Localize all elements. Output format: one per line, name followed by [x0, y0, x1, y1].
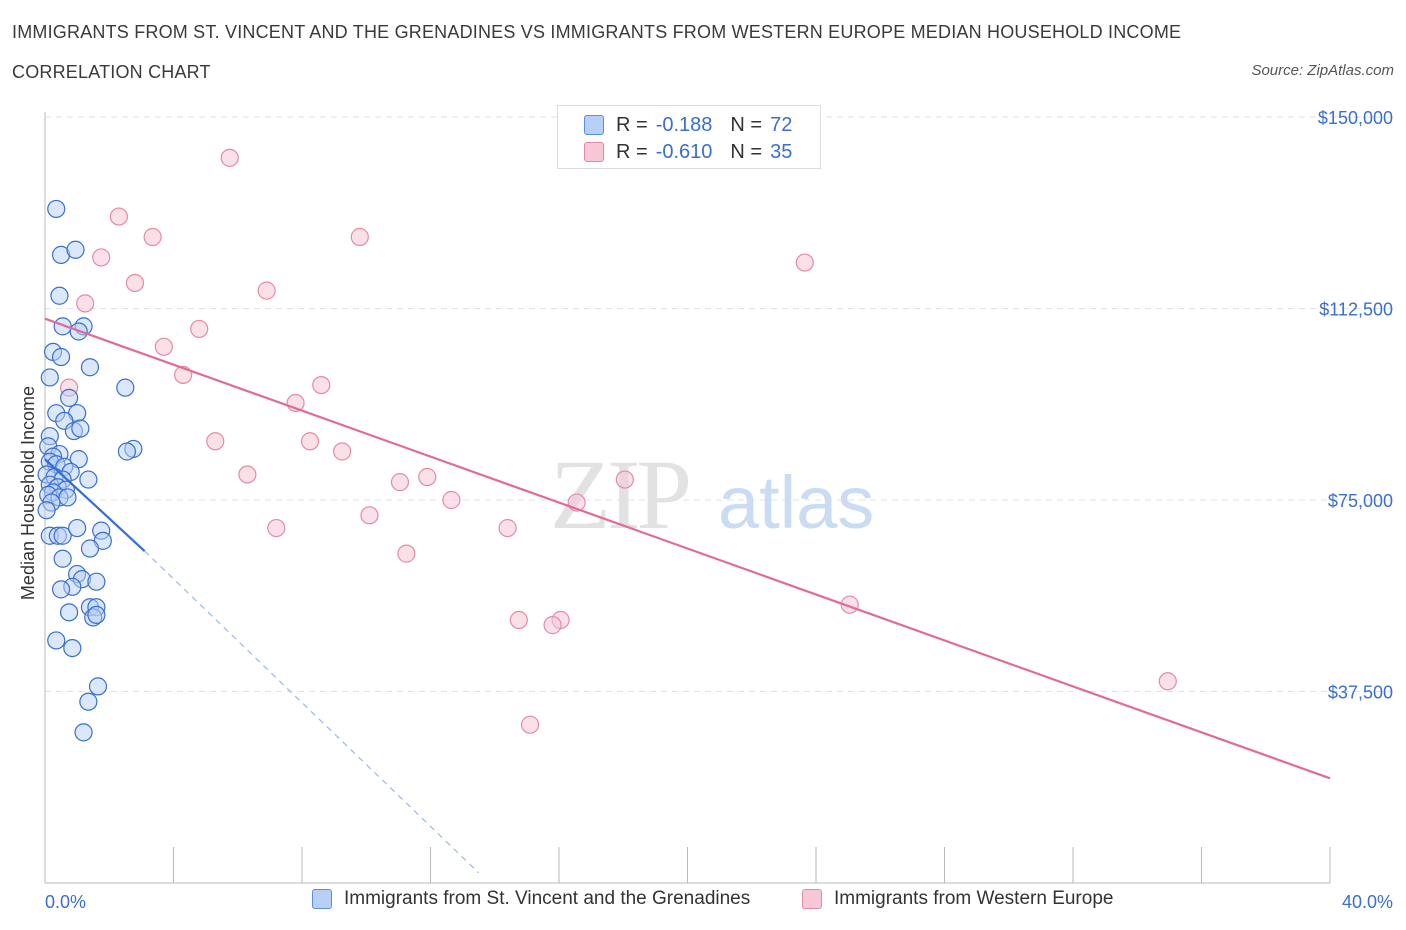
western-europe-point-18: [238, 465, 257, 484]
st-vincent-point-63: [79, 692, 98, 711]
western-europe-point-2: [143, 227, 162, 247]
st-vincent-point-49: [53, 549, 72, 568]
western-europe-trend-line: [44, 317, 1331, 780]
series-st-vincent-points: [37, 199, 143, 742]
st-vincent-point-57: [59, 603, 79, 622]
source-credit: Source: ZipAtlas.com: [1251, 62, 1394, 79]
western-europe-point-0: [220, 148, 239, 167]
y-tick-label-2: $112,500: [1319, 300, 1393, 320]
western-europe-point-3: [350, 227, 369, 247]
trend-lines: [44, 317, 1331, 874]
st-vincent-point-52: [87, 572, 106, 591]
western-europe-point-7: [257, 281, 276, 300]
watermark-atlas: atlas: [718, 461, 874, 544]
st-vincent-trend-line: [44, 458, 146, 552]
legend-r-label: R =: [616, 113, 648, 136]
legend-r-label: R =: [616, 140, 648, 163]
st-vincent-point-54: [51, 580, 71, 599]
legend-r-value-1: -0.188: [655, 113, 713, 136]
western-europe-point-32: [1158, 672, 1177, 691]
st-vincent-point-44: [53, 526, 72, 545]
western-europe-point-33: [520, 715, 540, 734]
st-vincent-point-48: [80, 539, 100, 558]
stats-legend: R = -0.188 N = 72 R = -0.610 N = 35: [557, 105, 821, 169]
y-tick-label-0: $37,500: [1328, 683, 1393, 703]
st-vincent-point-46: [68, 518, 87, 538]
western-europe-point-1: [109, 207, 128, 226]
y-tick-label-1: $75,000: [1328, 491, 1393, 511]
western-europe-point-29: [509, 610, 528, 630]
legend-swatch-pink: [584, 142, 604, 162]
western-europe-point-31: [543, 616, 562, 635]
legend-n-label: N =: [730, 140, 763, 163]
st-vincent-point-60: [47, 631, 66, 650]
st-vincent-point-39: [58, 488, 77, 507]
legend-swatch-blue: [584, 115, 604, 135]
st-vincent-trend-extension: [144, 550, 480, 874]
legend-n-value-2: 35: [770, 140, 793, 163]
st-vincent-point-61: [63, 638, 82, 658]
western-europe-point-27: [397, 544, 416, 563]
bottom-legend-western-europe: Immigrants from Western Europe: [802, 888, 1113, 910]
x-tick-label-max: 40.0%: [1342, 892, 1393, 912]
st-vincent-point-64: [74, 723, 93, 742]
western-europe-point-25: [267, 518, 286, 538]
bottom-legend-label-st-vincent: Immigrants from St. Vincent and the Gren…: [344, 888, 751, 909]
western-europe-point-15: [206, 432, 225, 451]
western-europe-point-13: [312, 376, 331, 395]
western-europe-point-21: [615, 470, 634, 489]
y-axis-label: Median Household Income: [18, 386, 38, 600]
western-europe-point-6: [125, 273, 145, 293]
y-tick-label-3: $150,000: [1318, 108, 1393, 128]
western-europe-point-8: [76, 294, 95, 313]
st-vincent-point-12: [59, 388, 79, 407]
chart-subtitle: CORRELATION CHART: [12, 62, 211, 82]
st-vincent-point-2: [66, 240, 85, 259]
watermark-zip: ZIP: [550, 439, 688, 550]
st-vincent-point-41: [37, 501, 56, 520]
legend-row-western-europe: R = -0.610 N = 35: [584, 140, 810, 164]
st-vincent-point-32: [79, 470, 98, 489]
western-europe-point-19: [390, 473, 410, 492]
st-vincent-point-8: [51, 347, 71, 367]
legend-r-value-2: -0.610: [655, 140, 713, 163]
western-europe-point-4: [92, 248, 111, 267]
st-vincent-point-17: [71, 419, 90, 438]
western-europe-point-9: [190, 319, 209, 339]
western-europe-point-20: [418, 467, 437, 487]
western-europe-point-5: [795, 253, 814, 272]
bottom-legend-st-vincent: Immigrants from St. Vincent and the Gren…: [312, 888, 750, 910]
legend-n-label: N =: [730, 113, 763, 136]
st-vincent-point-21: [117, 442, 137, 461]
st-vincent-point-10: [40, 368, 59, 387]
western-europe-point-26: [498, 518, 517, 538]
legend-n-value-1: 72: [770, 113, 793, 136]
st-vincent-point-11: [116, 378, 135, 397]
western-europe-point-10: [154, 337, 173, 356]
st-vincent-point-4: [53, 317, 72, 336]
st-vincent-point-59: [87, 605, 106, 625]
western-europe-point-24: [360, 506, 379, 525]
bottom-legend-swatch-blue: [312, 889, 332, 909]
x-tick-label-min: 0.0%: [45, 892, 86, 912]
western-europe-point-22: [442, 490, 461, 510]
st-vincent-point-0: [47, 199, 66, 219]
st-vincent-point-3: [50, 286, 69, 305]
chart-title: IMMIGRANTS FROM ST. VINCENT AND THE GREN…: [12, 22, 1182, 42]
series-western-europe-points: [59, 148, 1177, 734]
legend-row-st-vincent: R = -0.188 N = 72: [584, 113, 810, 137]
western-europe-point-16: [300, 432, 320, 451]
bottom-legend-label-western-europe: Immigrants from Western Europe: [834, 888, 1114, 909]
st-vincent-point-62: [88, 677, 108, 696]
bottom-legend-swatch-pink: [802, 889, 822, 909]
grid-lines: [45, 116, 1393, 692]
western-europe-point-17: [333, 442, 352, 461]
st-vincent-point-9: [80, 358, 100, 377]
y-tick-labels: $37,500 $75,000 $112,500 $150,000: [1318, 108, 1393, 703]
